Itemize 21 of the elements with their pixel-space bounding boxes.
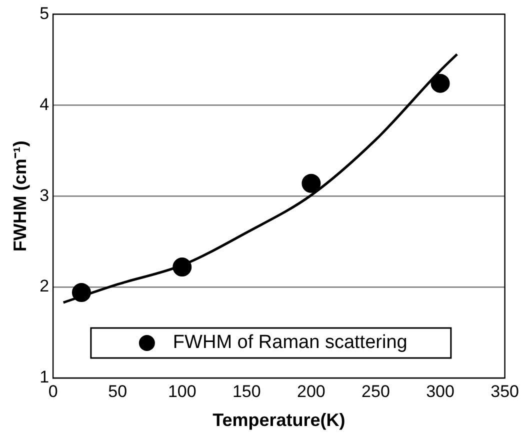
x-tick-label: 250 (362, 382, 390, 401)
y-tick-label: 4 (40, 94, 50, 114)
x-tick-label: 300 (426, 382, 454, 401)
y-tick-label: 5 (40, 4, 50, 23)
x-tick-label: 50 (108, 382, 128, 401)
x-tick-label: 350 (490, 382, 520, 401)
x-tick-label: 200 (297, 382, 326, 401)
x-tick-label: 0 (48, 382, 58, 401)
line-series (62, 52, 458, 304)
point (302, 174, 321, 193)
y-tick-label: 1 (40, 368, 50, 387)
point (72, 283, 91, 302)
x-tick-label: 150 (232, 382, 261, 401)
x-tick-label: 100 (168, 382, 196, 401)
y-axis-title: FWHM (cm⁻¹) (10, 140, 30, 252)
y-tick-label: 2 (40, 276, 50, 296)
legend-label: FWHM of Raman scattering (172, 332, 408, 354)
y-tick-label: 3 (40, 186, 50, 205)
point (172, 258, 192, 277)
point (430, 74, 450, 93)
x-axis-title: Temperature(K) (212, 410, 346, 430)
